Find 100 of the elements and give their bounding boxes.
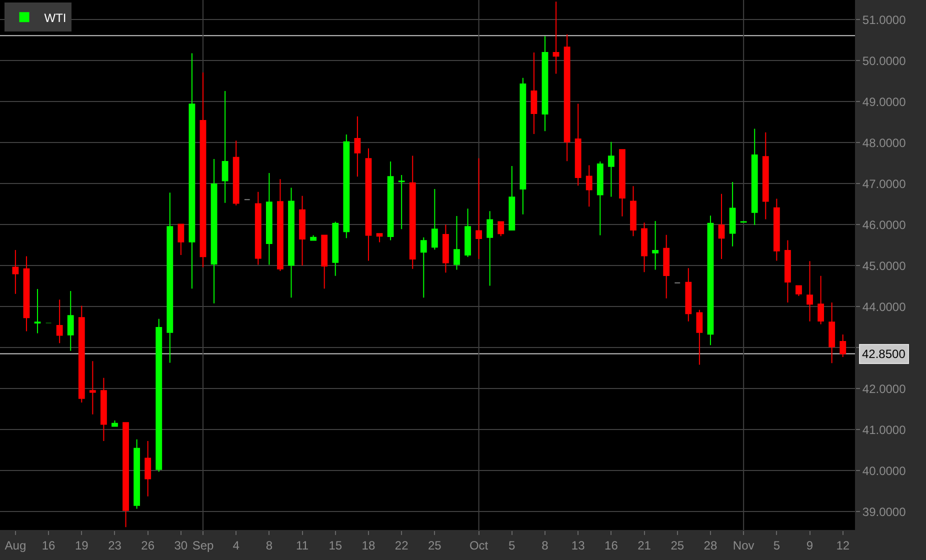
x-tick-label: 5 — [508, 538, 516, 552]
candlestick — [707, 215, 714, 346]
candlestick — [718, 193, 725, 260]
candlestick — [254, 191, 262, 266]
x-tick-label: 25 — [428, 538, 442, 552]
candlestick — [574, 103, 582, 186]
candlestick — [454, 216, 460, 270]
candlestick — [56, 299, 63, 344]
candlestick — [332, 221, 339, 276]
candlestick — [222, 90, 228, 204]
candlestick — [508, 166, 516, 230]
candlestick — [476, 158, 482, 260]
candlestick — [387, 161, 394, 241]
y-tick-label: 41.0000 — [862, 422, 906, 437]
candlestick — [112, 420, 118, 427]
candlestick — [818, 275, 824, 325]
candlestick — [806, 260, 813, 322]
candlestick — [67, 290, 74, 352]
candlestick — [464, 208, 471, 258]
candlestick — [321, 234, 328, 290]
x-tick-label: 23 — [108, 538, 122, 552]
candlestick — [652, 220, 659, 270]
candlestick — [343, 134, 350, 239]
x-tick-label: 5 — [773, 538, 780, 552]
candlestick — [166, 192, 174, 364]
candlestick — [89, 360, 96, 415]
candlestick — [12, 250, 19, 294]
candlestick — [420, 236, 427, 298]
candlestick — [277, 178, 284, 272]
candlestick — [288, 187, 294, 298]
x-tick-label: 8 — [266, 538, 273, 552]
candlestick — [78, 305, 85, 404]
candlestick — [564, 34, 570, 162]
candlestick — [520, 77, 526, 215]
x-tick-label: 12 — [836, 538, 850, 552]
candlestick — [486, 210, 494, 286]
candlestick — [299, 195, 306, 266]
candlestick — [232, 140, 240, 206]
candlestick — [685, 268, 692, 322]
x-tick-label: 11 — [296, 538, 309, 552]
x-tick-label: 22 — [394, 538, 409, 552]
candlestick — [431, 188, 438, 250]
y-tick-label: 48.0000 — [862, 136, 906, 150]
candlestick — [530, 52, 538, 135]
x-tick-label: 16 — [42, 538, 56, 552]
x-tick-label: 28 — [704, 538, 718, 552]
x-tick-label: 30 — [174, 538, 188, 552]
x-tick-label: Oct — [469, 538, 489, 552]
y-tick-label: 46.0000 — [862, 218, 906, 232]
x-tick-label: 16 — [604, 538, 618, 552]
candlestick — [663, 234, 670, 299]
candlestick — [398, 174, 405, 230]
x-tick-label: Aug — [4, 538, 26, 552]
y-tick-label: 47.0000 — [862, 176, 906, 191]
x-tick-label: 9 — [806, 538, 814, 552]
candlestick — [122, 422, 129, 528]
x-tick-label: 21 — [638, 538, 652, 552]
candlestick — [641, 222, 648, 273]
x-tick-label: 15 — [328, 538, 342, 552]
candlestick — [762, 132, 769, 220]
candlestick — [354, 116, 361, 178]
x-tick-label: Sep — [192, 538, 214, 552]
x-tick-label: Nov — [732, 538, 754, 552]
candlestick — [596, 161, 604, 236]
candlestick — [840, 334, 846, 358]
candlestick — [784, 240, 791, 304]
candlestick — [542, 36, 548, 132]
x-tick-label: 19 — [74, 538, 89, 552]
candlestick — [156, 318, 162, 472]
candlestick — [751, 128, 758, 226]
y-tick-label: 51.0000 — [862, 12, 906, 27]
candlestick — [696, 309, 703, 366]
candlestick — [178, 224, 184, 256]
y-tick-label: 45.0000 — [862, 258, 906, 273]
ref-line-label: 42.8500 — [862, 347, 906, 361]
x-tick-label: 13 — [571, 538, 586, 552]
x-tick-label: 8 — [542, 538, 549, 552]
candlestick — [376, 233, 383, 243]
y-tick-label: 40.0000 — [862, 464, 906, 478]
candlestick — [796, 285, 802, 296]
y-tick-label: 42.0000 — [862, 382, 906, 396]
candlestick — [134, 438, 140, 510]
candlestick — [23, 256, 30, 332]
y-tick-label: 49.0000 — [862, 94, 906, 109]
y-tick-label: 50.0000 — [862, 54, 906, 68]
candlestick — [619, 149, 626, 217]
candlestick — [498, 221, 504, 237]
candlestick — [188, 52, 196, 290]
candlestick — [729, 182, 736, 247]
candlestick — [773, 198, 780, 262]
candlestick — [608, 141, 614, 198]
candlestick — [100, 377, 107, 442]
x-tick-label: 18 — [362, 538, 376, 552]
candlestick — [586, 164, 592, 208]
x-tick-label: 25 — [670, 538, 684, 552]
x-tick-label: 26 — [141, 538, 155, 552]
candlestick — [442, 224, 449, 274]
candlestick — [630, 186, 636, 237]
y-tick-label: 44.0000 — [862, 300, 906, 314]
candlestick — [266, 172, 272, 266]
